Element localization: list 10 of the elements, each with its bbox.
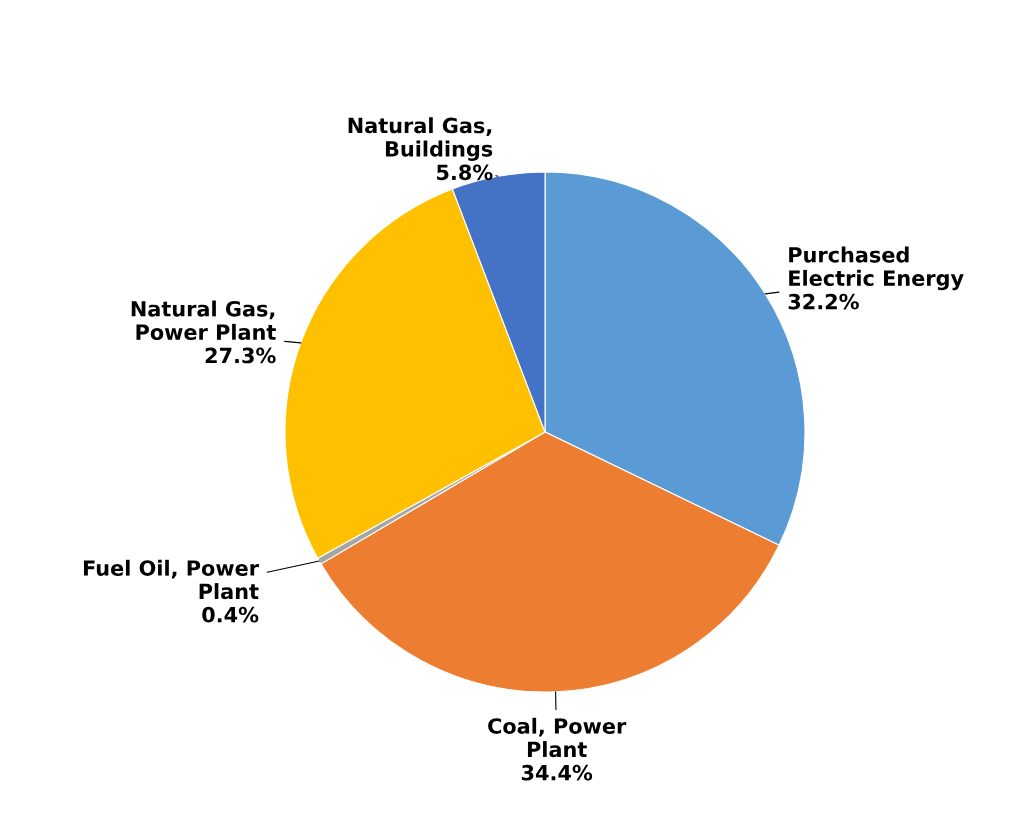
data-label: 34.4% (521, 764, 593, 781)
data-label: 32.2% (788, 293, 859, 310)
data-label: 5.8% (437, 164, 493, 181)
slice-label: Fuel Oil, Power Plant (83, 559, 259, 600)
slice-label: Natural Gas, Buildings (348, 117, 493, 161)
slice-label: Coal, Power Plant (488, 717, 627, 758)
slice-label: Purchased Electric Energy (789, 246, 964, 291)
data-label: 27.3% (205, 347, 276, 364)
data-label: 0.4% (202, 606, 259, 623)
slice-label: Natural Gas, Power Plant (131, 300, 276, 340)
